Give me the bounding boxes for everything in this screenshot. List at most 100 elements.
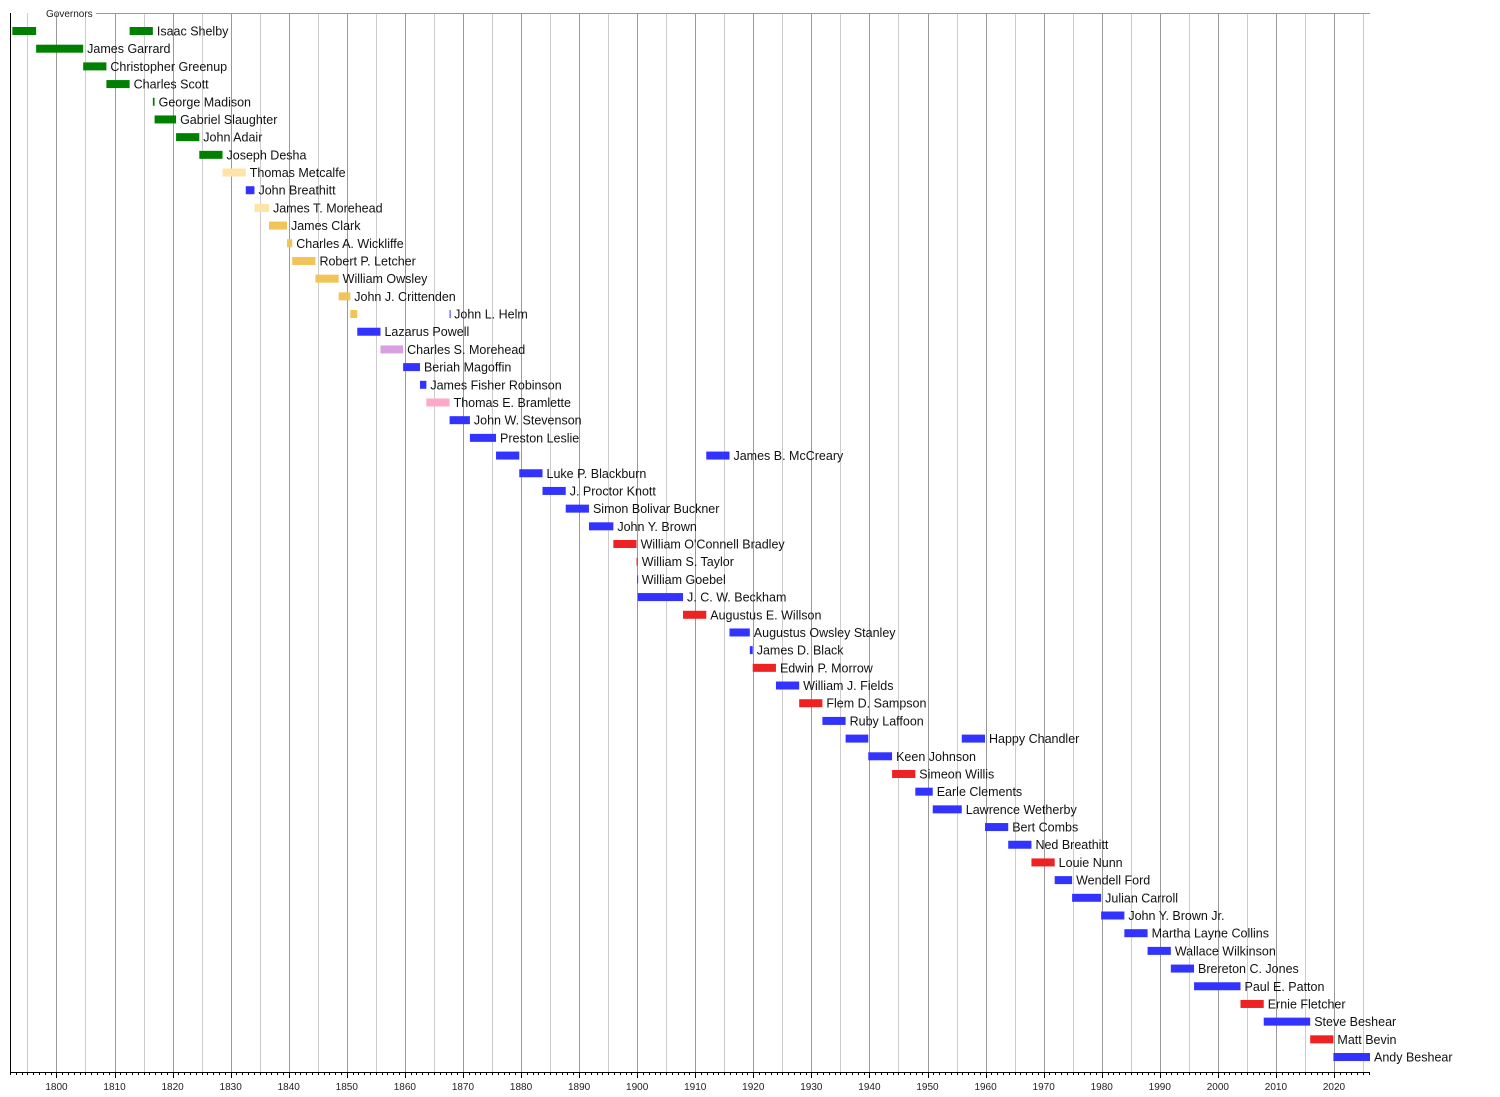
governor-label: Joseph Desha — [227, 148, 307, 162]
governor-label: Thomas Metcalfe — [250, 166, 346, 180]
governor-label: Ernie Fletcher — [1268, 997, 1346, 1011]
term-bar — [1310, 1035, 1334, 1044]
governor-label: John W. Stevenson — [474, 414, 582, 428]
governor-label: Earle Clements — [937, 785, 1022, 799]
term-bar — [1072, 893, 1102, 902]
term-bar — [199, 150, 223, 159]
governor-label: Christopher Greenup — [110, 60, 227, 74]
term-bar — [1147, 946, 1171, 955]
governor-label: James Clark — [291, 219, 361, 233]
term-bar — [683, 610, 707, 619]
term-bar — [154, 115, 177, 124]
x-tick-label: 1950 — [916, 1082, 939, 1092]
term-bar — [1031, 858, 1055, 867]
governor-label: Ned Breathitt — [1035, 838, 1108, 852]
term-bar — [106, 80, 130, 89]
term-bar — [36, 44, 84, 53]
governor-label: Luke P. Blackburn — [547, 467, 647, 481]
term-bar — [1054, 876, 1073, 885]
governor-label: Augustus Owsley Stanley — [754, 626, 896, 640]
term-bar — [845, 734, 869, 743]
term-bar — [542, 486, 566, 495]
governor-label: John Adair — [203, 131, 262, 145]
governor-label: Lawrence Wetherby — [966, 803, 1078, 817]
governor-label: John Y. Brown Jr. — [1128, 909, 1224, 923]
x-tick-label: 1940 — [858, 1082, 881, 1092]
governor-label: Matt Bevin — [1337, 1033, 1396, 1047]
governor-label: Wallace Wilkinson — [1175, 944, 1276, 958]
x-tick-label: 1970 — [1033, 1082, 1056, 1092]
term-bar — [129, 27, 153, 35]
governor-label: Bert Combs — [1012, 821, 1078, 835]
governor-label: Louie Nunn — [1059, 856, 1123, 870]
term-bar — [749, 646, 753, 655]
term-bar — [775, 681, 800, 690]
governor-label: Augustus E. Willson — [710, 608, 821, 622]
governor-label: Simon Bolivar Buckner — [593, 502, 719, 516]
term-bar — [984, 823, 1009, 832]
governor-label: Beriah Magoffin — [424, 361, 511, 375]
term-bar — [588, 522, 614, 531]
term-bar — [338, 292, 351, 301]
term-bar — [449, 416, 470, 425]
x-tick-label: 1910 — [684, 1082, 707, 1092]
term-bar — [1240, 999, 1264, 1008]
term-bar — [449, 310, 451, 319]
term-bar — [380, 345, 404, 354]
governor-label: Thomas E. Bramlette — [454, 396, 571, 410]
term-bar — [565, 504, 589, 513]
governor-label: Julian Carroll — [1105, 891, 1178, 905]
governor-label: Paul E. Patton — [1245, 980, 1325, 994]
x-tick-label: 1920 — [742, 1082, 765, 1092]
governor-label: Preston Leslie — [500, 431, 579, 445]
x-tick-label: 1890 — [568, 1082, 591, 1092]
x-tick-label: 2000 — [1207, 1082, 1230, 1092]
governor-label: George Madison — [159, 95, 251, 109]
term-bar — [752, 663, 776, 672]
governor-label: James D. Black — [757, 644, 845, 658]
term-bar — [1263, 1017, 1311, 1026]
x-tick-label: 1870 — [452, 1082, 475, 1092]
governor-label: Martha Layne Collins — [1152, 927, 1269, 941]
term-bar — [286, 239, 293, 248]
governor-label: Happy Chandler — [989, 732, 1079, 746]
term-bar — [469, 433, 497, 442]
term-bar — [1008, 840, 1032, 849]
term-bar — [357, 327, 381, 336]
term-bar — [176, 133, 200, 142]
x-tick-label: 1800 — [45, 1082, 68, 1092]
term-bar — [403, 363, 420, 372]
term-bar — [152, 97, 155, 106]
chart-title: Governors — [46, 9, 93, 20]
x-tick-label: 1830 — [220, 1082, 243, 1092]
term-bar — [636, 557, 638, 566]
governor-label: Flem D. Sampson — [826, 697, 926, 711]
term-bar — [12, 27, 37, 35]
term-bar — [496, 451, 520, 460]
governor-label: John J. Crittenden — [354, 290, 455, 304]
term-bar — [706, 451, 730, 460]
term-bar — [268, 221, 287, 230]
gridlines — [27, 13, 1364, 1072]
governor-label: Andy Beshear — [1374, 1051, 1453, 1065]
governor-label: James T. Morehead — [273, 201, 383, 215]
term-bar — [932, 805, 962, 814]
x-tick-label: 1850 — [336, 1082, 359, 1092]
x-tick-label: 1880 — [510, 1082, 533, 1092]
governor-label: Steve Beshear — [1314, 1015, 1396, 1029]
x-tick-label: 1990 — [1149, 1082, 1172, 1092]
term-bar — [254, 203, 269, 212]
term-bar — [915, 787, 933, 796]
governor-label: Gabriel Slaughter — [180, 113, 277, 127]
x-tick-label: 1820 — [161, 1082, 184, 1092]
governor-label: John Breathitt — [258, 184, 336, 198]
term-bar — [729, 628, 750, 637]
x-tick-label: 1810 — [103, 1082, 126, 1092]
term-bar — [419, 380, 427, 389]
governor-label: Wendell Ford — [1076, 874, 1150, 888]
term-bar — [637, 575, 639, 584]
governor-label: Charles Scott — [134, 78, 210, 92]
term-bar — [961, 734, 985, 743]
governor-label: Ruby Laffoon — [850, 714, 924, 728]
